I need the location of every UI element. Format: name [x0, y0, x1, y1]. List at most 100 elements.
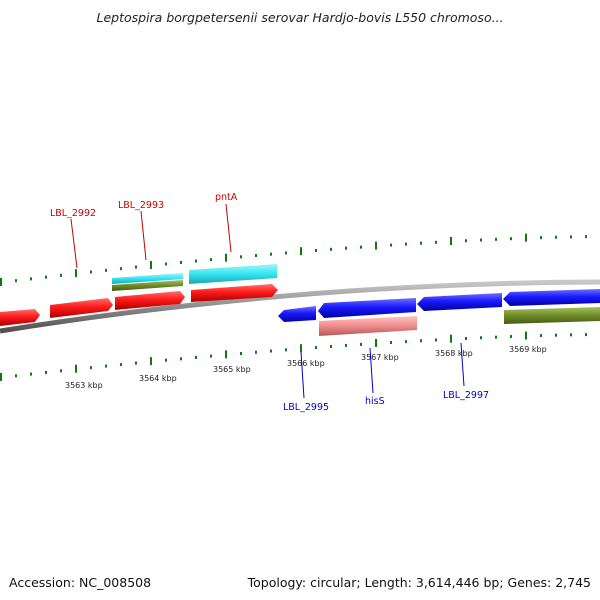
upper-track-tick: [450, 237, 452, 246]
upper-track-tick: [195, 259, 197, 263]
gene-label-pnta[interactable]: pntA: [215, 192, 238, 203]
lower-track-tick: [450, 334, 452, 343]
upper-track-tick: [210, 258, 212, 262]
upper-track-tick: [255, 253, 257, 257]
leader-lbl-2997: [460, 342, 465, 387]
lower-track-tick: [330, 344, 332, 348]
lower-track-tick: [15, 374, 17, 378]
upper-track-tick: [570, 235, 572, 239]
upper-track-tick: [285, 251, 287, 255]
gene-label-lbl-2993[interactable]: LBL_2993: [118, 200, 164, 211]
leader-lbl-2993: [140, 210, 147, 261]
lower-track-tick: [540, 334, 542, 338]
gene-reverse-lbl-2997[interactable]: [417, 293, 502, 311]
lower-track-tick: [585, 333, 587, 337]
feature-cyan-pnta[interactable]: [189, 264, 277, 284]
lower-track-tick: [225, 350, 227, 359]
lower-track-tick: [105, 364, 107, 368]
upper-track-tick: [540, 236, 542, 240]
genome-title: Leptospira borgpetersenii serovar Hardjo…: [96, 10, 504, 25]
lower-track-tick: [240, 351, 242, 355]
feature-olive-small[interactable]: [112, 280, 183, 291]
lower-track-tick: [300, 344, 302, 353]
lower-track-tick: [195, 355, 197, 359]
upper-track-tick: [225, 253, 227, 262]
lower-track-tick: [405, 340, 407, 344]
upper-track-tick: [390, 243, 392, 247]
lower-track-tick: [510, 335, 512, 339]
gene-label-lbl-2992[interactable]: LBL_2992: [50, 208, 96, 219]
lower-track-tick: [480, 336, 482, 340]
upper-track-tick: [300, 247, 302, 256]
gene-reverse-hiss[interactable]: [318, 298, 416, 318]
chromosome-backbone: [0, 279, 600, 334]
lower-track-tick: [495, 335, 497, 339]
lower-track-tick: [255, 350, 257, 354]
lower-track-tick: [420, 339, 422, 343]
gene-forward-1[interactable]: [0, 309, 40, 326]
gene-label-hiss[interactable]: hisS: [365, 396, 385, 407]
upper-track-tick: [585, 235, 587, 239]
upper-track-tick: [375, 241, 377, 250]
lower-track-tick: [0, 373, 2, 381]
lower-track-tick: [60, 369, 62, 373]
lower-track-tick: [165, 358, 167, 362]
lower-tick-track: [0, 331, 587, 381]
lower-track-tick: [375, 338, 377, 347]
upper-track-tick: [270, 252, 272, 256]
gene-forward-pnta[interactable]: [191, 284, 278, 302]
kbp-label-3569: 3569 kbp: [509, 345, 547, 354]
kbp-label-3567: 3567 kbp: [361, 353, 399, 362]
upper-track-tick: [135, 265, 137, 269]
feature-cyan-small[interactable]: [112, 273, 183, 284]
feature-olive-right[interactable]: [504, 307, 600, 324]
accession-text: Accession: NC_008508: [9, 575, 152, 590]
gene-label-lbl-2997[interactable]: LBL_2997: [443, 390, 489, 401]
upper-track-tick: [465, 239, 467, 243]
upper-track-tick: [45, 275, 47, 279]
lower-track-tick: [135, 361, 137, 365]
feature-pink-hiss[interactable]: [319, 316, 417, 336]
lower-track-tick: [210, 354, 212, 358]
lower-track-tick: [570, 333, 572, 337]
upper-track-tick: [180, 260, 182, 264]
kbp-label-3566: 3566 kbp: [287, 359, 325, 368]
kbp-label-3565: 3565 kbp: [213, 365, 251, 374]
upper-track-tick: [360, 245, 362, 249]
upper-track-tick: [405, 242, 407, 246]
gene-forward-lbl-2993[interactable]: [115, 291, 185, 310]
kbp-label-3563: 3563 kbp: [65, 381, 103, 390]
gene-reverse-lbl-2995[interactable]: [278, 306, 316, 322]
upper-track-tick: [120, 267, 122, 271]
upper-track-tick: [150, 261, 152, 270]
lower-track-tick: [435, 338, 437, 342]
upper-track-tick: [90, 270, 92, 274]
kbp-label-3564: 3564 kbp: [139, 374, 177, 383]
upper-track-tick: [0, 278, 2, 286]
upper-track-tick: [525, 233, 527, 242]
leader-lbl-2995: [300, 351, 305, 399]
gene-reverse-4[interactable]: [503, 289, 600, 306]
lower-track-tick: [75, 364, 77, 373]
lower-track-tick: [120, 363, 122, 367]
lower-track-tick: [150, 357, 152, 366]
upper-tick-track: [0, 233, 587, 286]
lower-track-tick: [390, 341, 392, 345]
leader-lbl-2992: [70, 218, 78, 269]
upper-track-tick: [420, 241, 422, 245]
upper-track-tick: [75, 269, 77, 278]
leader-hiss: [369, 347, 374, 394]
upper-track-tick: [105, 268, 107, 272]
lower-track-tick: [525, 331, 527, 340]
lower-track-tick: [270, 349, 272, 353]
upper-track-tick: [30, 277, 32, 281]
upper-track-tick: [315, 248, 317, 252]
lower-track-tick: [285, 348, 287, 352]
lower-track-tick: [465, 336, 467, 340]
upper-track-tick: [240, 255, 242, 259]
upper-track-tick: [165, 262, 167, 266]
gene-label-lbl-2995[interactable]: LBL_2995: [283, 402, 329, 413]
gene-forward-lbl-2992[interactable]: [50, 298, 113, 318]
upper-track-tick: [435, 240, 437, 244]
